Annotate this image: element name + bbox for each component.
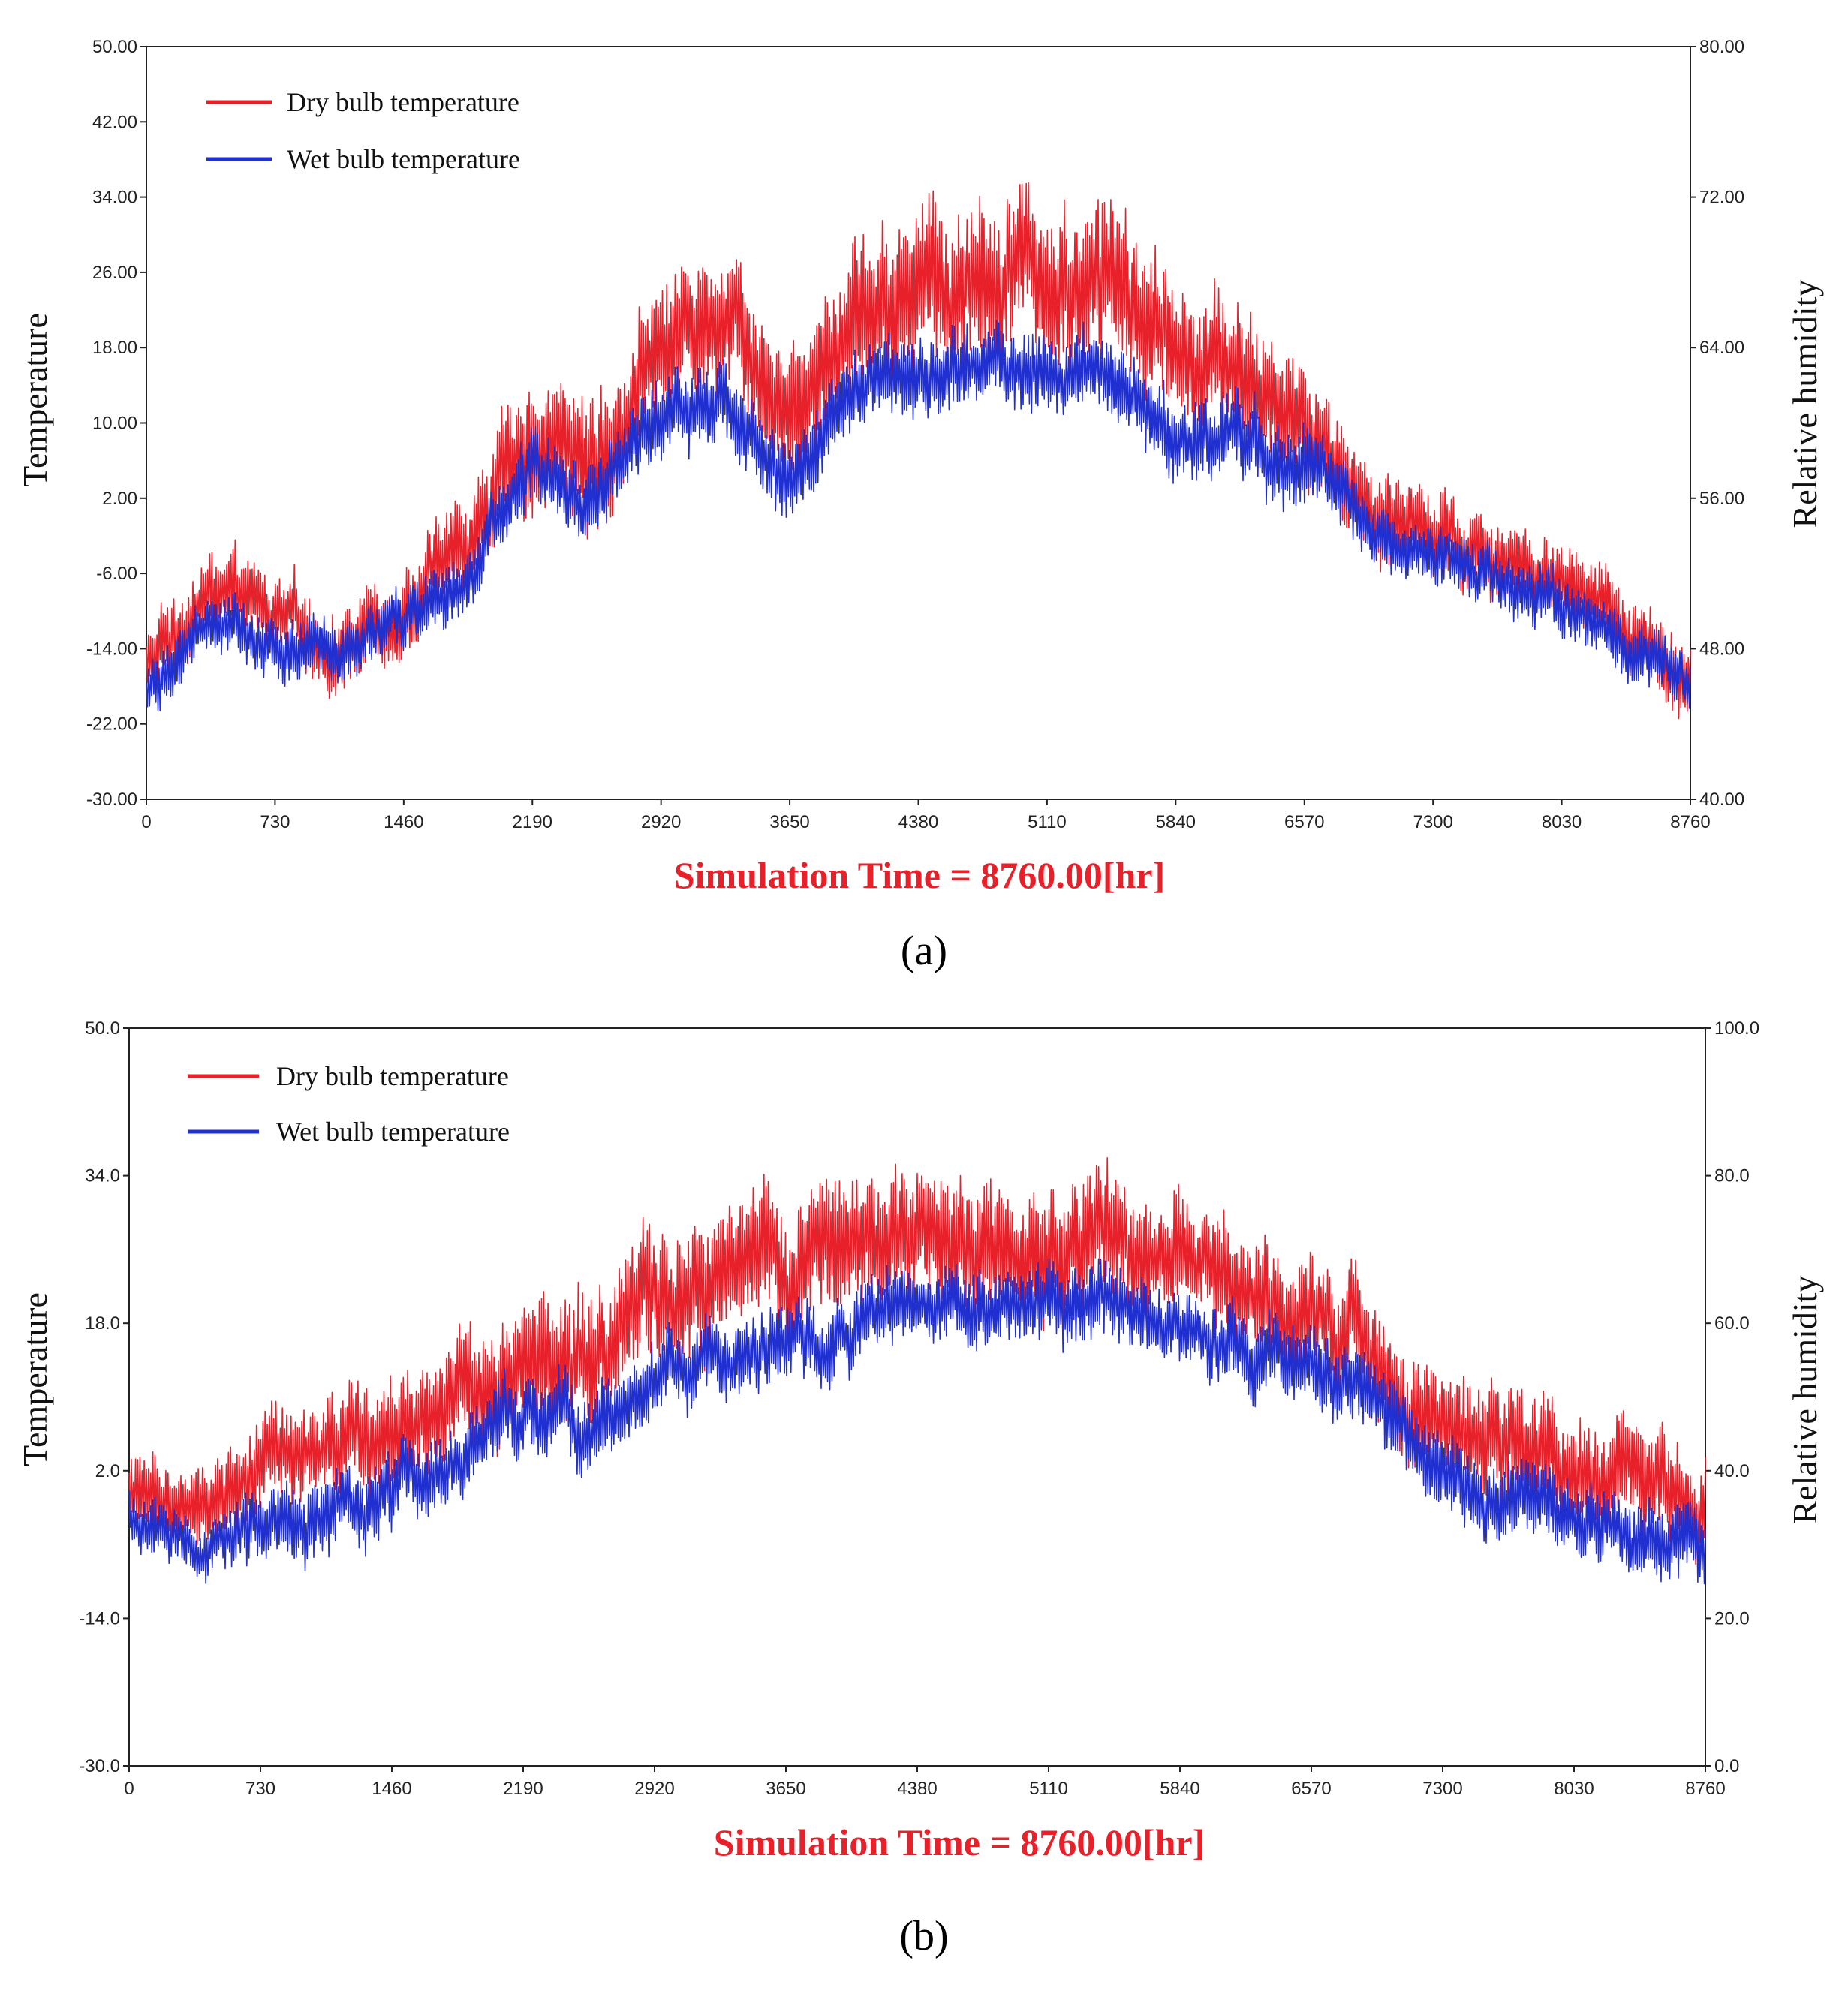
x-tick-label: 4380 [898,812,938,832]
x-tick-label: 5840 [1156,812,1196,832]
x-tick-label: 3650 [769,812,809,832]
y-tick-label: -14.0 [79,1608,120,1629]
y-tick-label: 50.0 [85,1018,120,1039]
y-tick-label: 18.0 [85,1313,120,1334]
x-tick-label: 730 [260,812,290,832]
x-tick-label: 7300 [1422,1779,1462,1799]
y-tick-label: 18.00 [92,338,137,358]
y2-tick-label: 64.00 [1699,338,1744,358]
chart-a-legend: Dry bulb temperature Wet bulb temperatur… [206,87,520,174]
chart-b-legend-label-dry: Dry bulb temperature [276,1061,509,1091]
x-tick-label: 5110 [1028,812,1067,832]
chart-b-x-axis-title: Simulation Time = 8760.00[hr] [714,1821,1205,1863]
x-tick-label: 0 [124,1779,134,1799]
chart-a-panel-label: (a) [901,928,947,974]
y-tick-label: -22.00 [86,714,137,735]
chart-b-legend-label-wet: Wet bulb temperature [276,1117,510,1147]
x-tick-label: 8760 [1685,1779,1725,1799]
x-tick-label: 1460 [384,812,423,832]
chart-a-legend-label-wet: Wet bulb temperature [287,144,520,174]
series-line-wet-bulb [146,320,1691,712]
y-tick-label: 42.00 [92,112,137,132]
y2-tick-label: 20.0 [1714,1608,1750,1629]
x-tick-label: 3650 [766,1779,805,1799]
x-tick-label: 5110 [1029,1779,1068,1799]
y-tick-label: -30.0 [79,1756,120,1776]
chart-a-legend-label-dry: Dry bulb temperature [287,87,519,117]
y-tick-label: -30.00 [86,789,137,810]
x-tick-label: 730 [245,1779,275,1799]
chart-b-y-axis-title: Temperature [16,1292,54,1466]
chart-b-y-axis: -30.0 -14.0 2.0 18.0 34.0 50.0 [79,1018,129,1776]
y2-tick-label: 48.00 [1699,639,1744,659]
chart-b-y2-axis: 0.0 20.0 40.0 60.0 80.0 100.0 [1705,1018,1759,1776]
x-tick-label: 2920 [634,1779,674,1799]
chart-a-series [146,182,1691,720]
chart-a-y-axis: -30.00 -22.00 -14.00 -6.00 2.00 10.00 18.00 26.… [86,37,146,810]
y2-tick-label: 60.0 [1714,1313,1750,1334]
chart-b: -30.0 -14.0 2.0 18.0 34.0 50.0 0.0 20.0 40.0 60.… [16,1018,1824,1959]
y2-tick-label: 56.00 [1699,489,1744,509]
y2-tick-label: 0.0 [1714,1756,1739,1776]
x-tick-label: 2190 [503,1779,543,1799]
x-tick-label: 5840 [1160,1779,1199,1799]
y-tick-label: 10.00 [92,414,137,434]
y-tick-label: 50.00 [92,37,137,57]
x-tick-label: 0 [141,812,151,832]
x-tick-label: 2190 [513,812,552,832]
x-tick-label: 2920 [641,812,681,832]
series-line-wet-bulb [128,1258,1706,1585]
chart-b-y2-axis-title: Relative humidity [1786,1276,1824,1524]
x-tick-label: 6570 [1291,1779,1331,1799]
x-tick-label: 8030 [1542,812,1582,832]
x-tick-label: 8030 [1554,1779,1594,1799]
y2-tick-label: 80.0 [1714,1166,1750,1186]
chart-b-panel-label: (b) [899,1913,948,1959]
series-line-dry-bulb [128,1157,1706,1568]
y2-tick-label: 72.00 [1699,188,1744,208]
y-tick-label: 2.00 [102,489,137,509]
chart-a-x-axis: 0 730 1460 2190 2920 3650 4380 5110 5840 6570 7300… [141,799,1711,832]
x-tick-label: 7300 [1413,812,1452,832]
y-tick-label: -6.00 [96,564,137,584]
chart-b-series [128,1157,1706,1585]
x-tick-label: 4380 [897,1779,937,1799]
chart-a-y-axis-title: Temperature [16,313,54,487]
x-tick-label: 8760 [1670,812,1710,832]
chart-a-y2-axis: 40.00 48.00 56.00 64.00 72.00 80.00 [1690,37,1744,810]
y2-tick-label: 40.0 [1714,1461,1750,1481]
chart-a-y2-axis-title: Relative humidity [1786,280,1824,528]
y-tick-label: -14.00 [86,639,137,659]
x-tick-label: 1460 [372,1779,411,1799]
chart-a-plot-frame [146,46,1691,800]
y2-tick-label: 100.0 [1714,1018,1759,1039]
y2-tick-label: 80.00 [1699,37,1744,57]
chart-b-x-axis: 0 730 1460 2190 2920 3650 4380 5110 5840 6570 7300… [124,1766,1726,1799]
y-tick-label: 26.00 [92,263,137,283]
y2-tick-label: 40.00 [1699,789,1744,810]
y-tick-label: 34.0 [85,1166,120,1186]
chart-b-legend: Dry bulb temperature Wet bulb temperatur… [188,1061,510,1147]
y-tick-label: 34.00 [92,188,137,208]
chart-a: -30.00 -22.00 -14.00 -6.00 2.00 10.00 18.00 26.… [16,37,1824,974]
y-tick-label: 2.0 [95,1461,120,1481]
chart-a-x-axis-title: Simulation Time = 8760.00[hr] [674,854,1165,896]
x-tick-label: 6570 [1284,812,1324,832]
